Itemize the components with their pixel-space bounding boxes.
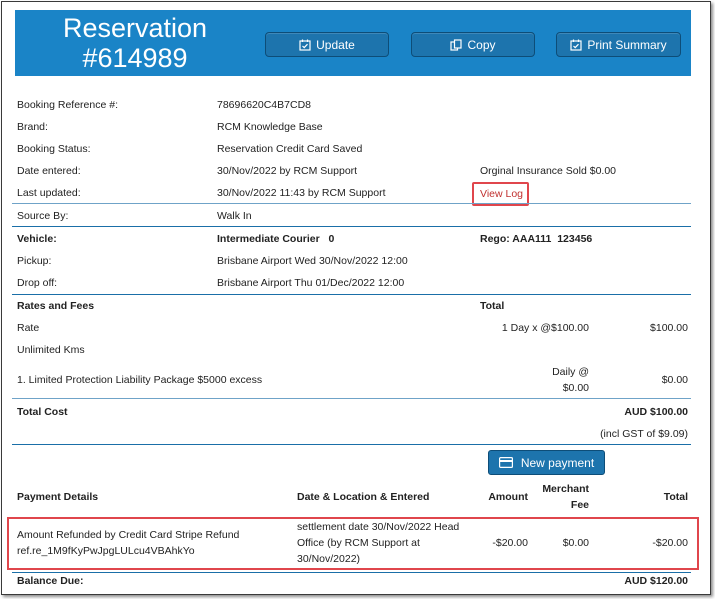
booking-ref-value: 78696620C4B7CD8 bbox=[217, 99, 311, 111]
source-value: Walk In bbox=[217, 210, 252, 222]
calendar-check-icon bbox=[299, 39, 311, 51]
refund-row-highlight bbox=[7, 517, 699, 570]
insurance-note: Orginal Insurance Sold $0.00 bbox=[480, 165, 617, 177]
title-line-1: Reservation bbox=[62, 13, 208, 43]
refund-date-line1: settlement date 30/Nov/2022 Head bbox=[297, 521, 460, 533]
rate-label: Rate bbox=[17, 322, 40, 334]
new-payment-button[interactable]: New payment bbox=[488, 450, 605, 475]
refund-details-line1: Amount Refunded by Credit Card Stripe Re… bbox=[17, 529, 240, 541]
divider bbox=[12, 572, 691, 573]
last-updated-label: Last updated: bbox=[17, 187, 81, 199]
col-total: Total bbox=[663, 491, 688, 503]
update-label: Update bbox=[316, 37, 355, 52]
copy-button[interactable]: Copy bbox=[411, 32, 535, 57]
credit-card-icon bbox=[498, 457, 513, 468]
date-entered-value: 30/Nov/2022 by RCM Support bbox=[217, 165, 358, 177]
view-log-link[interactable]: View Log bbox=[472, 182, 529, 206]
rate-total: $100.00 bbox=[650, 322, 688, 334]
booking-ref-label: Booking Reference #: bbox=[17, 99, 118, 111]
source-label: Source By: bbox=[17, 210, 69, 222]
brand-label: Brand: bbox=[17, 121, 48, 133]
refund-details-line2: ref.re_1M9fKyPwJpgLULcu4VBAhkYo bbox=[17, 545, 195, 557]
col-merchant-fee-line2: Fee bbox=[570, 499, 589, 511]
reservation-number: #614989 bbox=[82, 43, 188, 73]
col-date-location: Date & Location & Entered bbox=[297, 491, 430, 503]
package-calc-line1: Daily @ bbox=[552, 366, 589, 378]
refund-date-line3: 30/Nov/2022) bbox=[297, 553, 361, 565]
rego-value: Rego: AAA111 123456 bbox=[480, 233, 593, 245]
balance-due-value: AUD $120.00 bbox=[624, 575, 688, 587]
refund-total: -$20.00 bbox=[652, 537, 688, 549]
booking-status-label: Booking Status: bbox=[17, 143, 91, 155]
dropoff-label: Drop off: bbox=[17, 277, 58, 289]
divider bbox=[12, 203, 691, 204]
package-label: 1. Limited Protection Liability Package … bbox=[17, 374, 263, 386]
total-cost-value: AUD $100.00 bbox=[624, 406, 688, 418]
refund-fee: $0.00 bbox=[562, 537, 589, 549]
copy-icon bbox=[450, 38, 463, 51]
divider bbox=[12, 226, 691, 227]
rates-total-heading: Total bbox=[480, 300, 505, 312]
refund-amount: -$20.00 bbox=[492, 537, 528, 549]
col-merchant-fee-line1: Merchant bbox=[542, 483, 589, 495]
date-entered-label: Date entered: bbox=[17, 165, 81, 177]
balance-due-label: Balance Due: bbox=[17, 575, 84, 587]
col-payment-details: Payment Details bbox=[17, 491, 99, 503]
calendar-check-icon bbox=[570, 39, 582, 51]
package-calc-line2: $0.00 bbox=[562, 382, 589, 394]
refund-date-line2: Office (by RCM Support at bbox=[297, 537, 420, 549]
kms-label: Unlimited Kms bbox=[17, 344, 85, 356]
col-amount: Amount bbox=[488, 491, 528, 503]
copy-label: Copy bbox=[467, 37, 496, 52]
update-button[interactable]: Update bbox=[265, 32, 389, 57]
booking-status-value: Reservation Credit Card Saved bbox=[217, 143, 363, 155]
pickup-label: Pickup: bbox=[17, 255, 52, 267]
package-total: $0.00 bbox=[661, 374, 688, 386]
view-log-label: View Log bbox=[480, 188, 524, 200]
divider bbox=[12, 294, 691, 295]
gst-note: (incl GST of $9.09) bbox=[600, 428, 688, 440]
pickup-value: Brisbane Airport Wed 30/Nov/2022 12:00 bbox=[217, 255, 408, 267]
last-updated-value: 30/Nov/2022 11:43 by RCM Support bbox=[217, 187, 386, 199]
divider bbox=[12, 444, 691, 445]
page-title: Reservation #614989 bbox=[29, 13, 241, 73]
new-payment-label: New payment bbox=[520, 455, 595, 470]
print-summary-label: Print Summary bbox=[587, 37, 667, 52]
brand-value: RCM Knowledge Base bbox=[217, 121, 323, 133]
dropoff-value: Brisbane Airport Thu 01/Dec/2022 12:00 bbox=[217, 277, 405, 289]
total-cost-label: Total Cost bbox=[17, 406, 68, 418]
rates-heading: Rates and Fees bbox=[17, 300, 95, 312]
vehicle-label: Vehicle: bbox=[17, 233, 57, 245]
vehicle-value: Intermediate Courier 0 bbox=[217, 233, 335, 245]
divider bbox=[12, 398, 691, 399]
print-summary-button[interactable]: Print Summary bbox=[556, 32, 681, 57]
rate-calc: 1 Day x @$100.00 bbox=[501, 322, 589, 334]
reservation-header: Reservation #614989 Update Copy Print Su… bbox=[15, 10, 691, 76]
